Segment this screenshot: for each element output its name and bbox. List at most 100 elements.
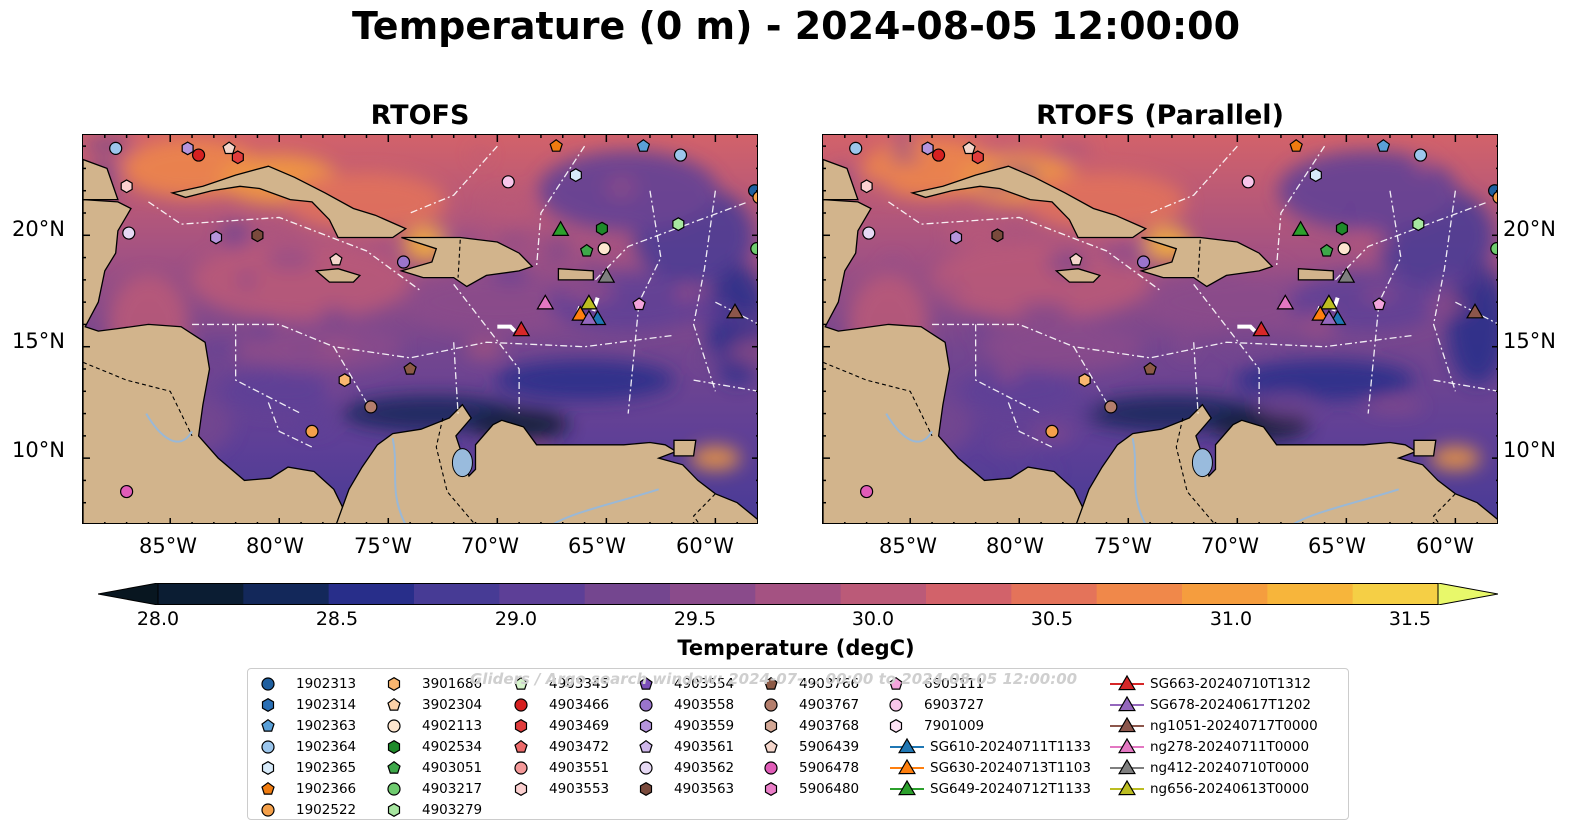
colorbar-segment xyxy=(328,583,415,605)
marker-5906439 xyxy=(329,252,343,266)
marker-4902534 xyxy=(595,221,609,236)
marker-sg630-20240713t1103 xyxy=(571,305,590,321)
colorbar-segment xyxy=(840,583,927,605)
legend-item: 4903551 xyxy=(513,758,609,778)
hispaniola-land xyxy=(399,236,534,288)
south-america-land xyxy=(1076,403,1497,523)
legend-label: 1902314 xyxy=(296,697,357,713)
legend-item: 4903469 xyxy=(513,716,609,736)
marker-6903111 xyxy=(1372,297,1386,311)
legend-label: 4903554 xyxy=(674,676,735,692)
marker-5906478 xyxy=(860,484,874,499)
country-border xyxy=(83,361,193,437)
eez-boundary xyxy=(148,201,422,292)
legend-marker xyxy=(261,698,275,712)
legend-label: SG630-20240713T1103 xyxy=(930,760,1091,776)
legend-marker xyxy=(261,803,275,817)
legend-label: 3902304 xyxy=(422,697,483,713)
marker-sg649-20240712t1133 xyxy=(1291,220,1310,237)
legend-marker xyxy=(1118,779,1136,796)
marker-4903466 xyxy=(931,148,946,162)
marker-1902366 xyxy=(1289,139,1303,152)
marker-4903563 xyxy=(991,228,1004,243)
colorbar-segment xyxy=(584,583,671,605)
eez-boundary xyxy=(1275,145,1326,267)
legend-marker xyxy=(764,782,778,796)
marker-ng278-20240711t0000 xyxy=(1276,294,1295,310)
legend-marker xyxy=(261,781,275,795)
legend-label: 4903466 xyxy=(549,697,610,713)
marker-4903562 xyxy=(122,226,136,240)
colorbar-label: Temperature (degC) xyxy=(677,636,915,660)
marker-sg663-20240710t1312 xyxy=(1252,320,1271,337)
legend-label: 4903561 xyxy=(674,739,735,755)
legend-label: 4903563 xyxy=(674,781,735,797)
eez-boundary xyxy=(333,346,368,403)
legend-label: 6903111 xyxy=(924,676,985,692)
legend-label: 4903558 xyxy=(674,697,735,713)
river xyxy=(1131,437,1146,523)
marker-4903767 xyxy=(364,400,378,414)
marker-4903279 xyxy=(1412,217,1425,232)
legend-item: 4903051 xyxy=(386,758,482,778)
marker-4903051 xyxy=(579,243,594,257)
legend-item: 4903466 xyxy=(513,695,609,715)
y-tick-label: 20°N xyxy=(12,217,65,241)
marker-4903217 xyxy=(750,242,757,256)
marker-1902365 xyxy=(569,168,582,183)
legend-marker xyxy=(1118,737,1136,754)
colorbar-segment xyxy=(755,583,842,605)
x-tick-label: 65°W xyxy=(1308,534,1366,558)
legend-marker xyxy=(387,760,401,774)
marker-4903051 xyxy=(1319,243,1334,257)
marker-4902534 xyxy=(1335,221,1349,236)
marker-5906478 xyxy=(120,484,134,499)
jamaica-land xyxy=(314,268,362,283)
legend-label: 5906439 xyxy=(799,739,860,755)
legend-marker xyxy=(514,676,528,690)
yucatan-north-land xyxy=(823,158,859,201)
eez-boundary xyxy=(1432,190,1457,392)
x-tick-label: 75°W xyxy=(354,534,412,558)
marker-1902364 xyxy=(109,141,123,155)
legend-item: 4903217 xyxy=(386,779,482,799)
legend-label: 4903553 xyxy=(549,781,610,797)
legend-label: 4902534 xyxy=(422,739,483,755)
country-border xyxy=(692,493,716,523)
legend-item: 4903563 xyxy=(638,779,734,799)
marker-1902522 xyxy=(1492,191,1497,204)
glider-track xyxy=(497,324,517,333)
marker-1902363 xyxy=(636,139,651,152)
legend-item: 4902113 xyxy=(386,716,482,736)
marker-1902522 xyxy=(752,191,757,204)
marker-ng656-20240613t0000 xyxy=(579,294,598,310)
legend-marker xyxy=(889,698,903,712)
cuba-land xyxy=(909,165,1148,239)
legend-marker xyxy=(764,676,778,690)
country-border xyxy=(435,417,475,523)
puerto-rico-land xyxy=(557,268,594,281)
legend-item: SG610-20240711T1133 xyxy=(888,737,1091,757)
legend-label: 4903469 xyxy=(549,718,610,734)
colorbar-extend-low xyxy=(97,582,159,606)
colorbar-tick-label: 31.0 xyxy=(1209,608,1253,630)
legend-label: 1902313 xyxy=(296,676,357,692)
marker-ng656-20240613t0000 xyxy=(1319,294,1338,310)
legend-marker xyxy=(898,779,916,796)
x-tick-label: 85°W xyxy=(139,534,197,558)
x-tick-label: 65°W xyxy=(568,534,626,558)
colorbar-segment xyxy=(1182,583,1268,605)
marker-1902364 xyxy=(673,148,688,162)
marker-1902364 xyxy=(1413,148,1428,162)
eez-boundary xyxy=(693,379,757,392)
x-tick-label: 70°W xyxy=(1201,534,1259,558)
eez-boundary xyxy=(1073,346,1108,403)
legend-marker xyxy=(639,698,653,712)
legend-item: 6903111 xyxy=(888,674,984,694)
legend-item: 4903561 xyxy=(638,737,734,757)
marker-4902113 xyxy=(1337,242,1351,256)
marker-4903563 xyxy=(251,228,264,243)
colorbar-tick-label: 29.0 xyxy=(494,608,538,630)
glider-track xyxy=(1237,324,1257,333)
legend-label: SG610-20240711T1133 xyxy=(930,739,1091,755)
